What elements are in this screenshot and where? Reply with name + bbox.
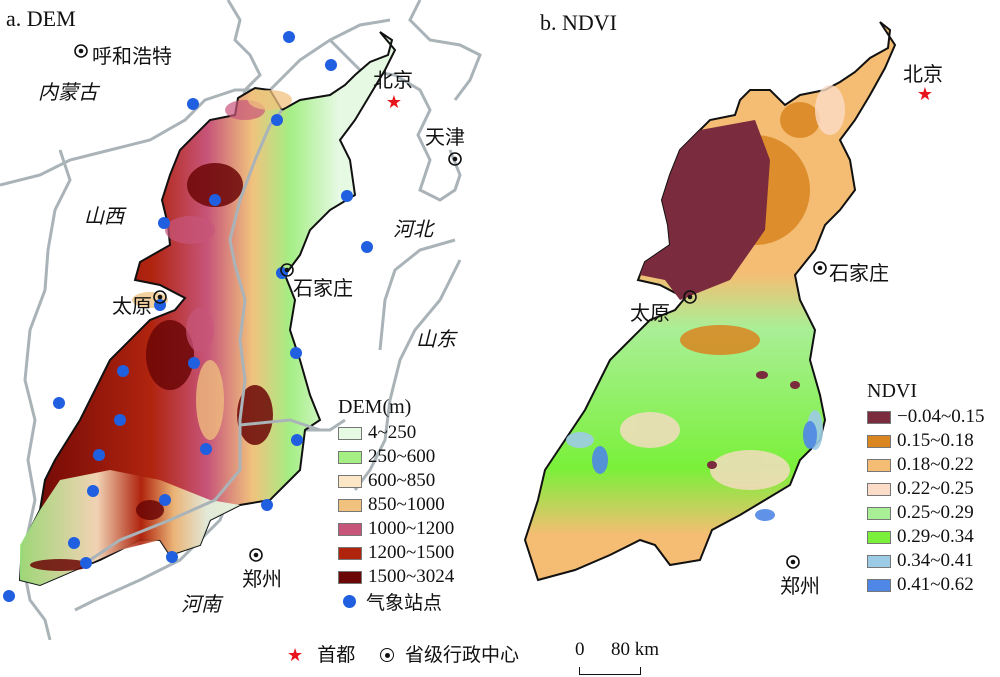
ndvi-legend-item: 0.15~0.18 [867, 429, 985, 453]
capital-legend-item: ★ 首都 [287, 644, 356, 666]
label-shijiazhuang: 石家庄 [829, 261, 889, 285]
capital-star-icon: ★ [386, 92, 402, 112]
map-symbol-legend: ★ 首都 省级行政中心 [0, 636, 1000, 677]
dem-map-panel: ★ a. DEM 呼和浩特 内蒙古 北京 天津 山西 河北 石家庄 太原 山东 … [0, 0, 500, 640]
label-shijiazhuang: 石家庄 [293, 276, 353, 300]
label-zhengzhou: 郑州 [780, 574, 820, 598]
capital-star-icon: ★ [287, 645, 304, 666]
dem-legend: DEM(m) 4~250 250~600 600~850 850~1000 10… [338, 396, 454, 614]
dem-legend-title: DEM(m) [338, 396, 412, 418]
ndvi-map: ★ [523, 21, 933, 582]
provincial-capital-legend-item: 省级行政中心 [380, 640, 519, 667]
province-boundaries [0, 0, 482, 640]
ndvi-legend-item: 0.18~0.22 [867, 453, 985, 477]
legend-swatch [867, 578, 891, 592]
ndvi-legend-item: 0.29~0.34 [867, 525, 985, 549]
ndvi-legend-item: 0.22~0.25 [867, 477, 985, 501]
panel-b-title: b. NDVI [540, 10, 617, 35]
label-hebei: 河北 [393, 217, 433, 241]
dem-legend-item: 250~600 [338, 445, 454, 469]
scale-bar-line [579, 667, 641, 675]
ndvi-legend-title: NDVI [867, 380, 917, 402]
provincial-capital-markers [683, 261, 827, 569]
legend-swatch [338, 426, 362, 440]
ndvi-legend-item: −0.04~0.15 [867, 405, 985, 429]
dem-legend-item: 4~250 [338, 421, 454, 445]
legend-swatch [338, 474, 362, 488]
legend-swatch [338, 546, 362, 560]
legend-swatch [867, 458, 891, 472]
label-shanxi: 山西 [84, 204, 124, 228]
capital-star-icon: ★ [917, 84, 933, 104]
legend-swatch [867, 554, 891, 568]
legend-swatch [867, 482, 891, 496]
label-shandong: 山东 [416, 327, 456, 351]
ndvi-map-panel: ★ b. NDVI 北京 石家庄 太原 郑州 NDVI −0.04~0.15 0… [500, 0, 1000, 640]
provincial-capital-markers [74, 44, 462, 562]
taihang-region-ndvi [523, 21, 897, 582]
dem-legend-item: 1200~1500 [338, 541, 454, 565]
legend-swatch [867, 530, 891, 544]
label-beijing: 北京 [903, 62, 943, 86]
legend-swatch [338, 450, 362, 464]
high-elevation-ridges [30, 163, 273, 571]
dem-legend-item: 600~850 [338, 469, 454, 493]
label-hohhot: 呼和浩特 [92, 44, 172, 68]
legend-swatch [867, 410, 891, 424]
ndvi-legend-item: 0.25~0.29 [867, 501, 985, 525]
legend-swatch [338, 570, 362, 584]
ndvi-legend: NDVI −0.04~0.15 0.15~0.18 0.18~0.22 0.22… [867, 380, 985, 597]
dem-legend-item: 1000~1200 [338, 517, 454, 541]
label-inner-mongolia: 内蒙古 [38, 80, 98, 104]
dem-map: ★ [0, 0, 482, 640]
panel-a-title: a. DEM [6, 6, 76, 31]
legend-swatch [867, 434, 891, 448]
weather-station-icon [343, 594, 356, 608]
scale-bar: 0 80 km [575, 639, 695, 675]
label-taiyuan: 太原 [112, 294, 152, 318]
station-legend-item: 气象站点 [338, 589, 454, 614]
weather-stations [3, 31, 373, 602]
label-henan: 河南 [181, 592, 221, 616]
label-taiyuan: 太原 [630, 301, 670, 325]
legend-swatch [338, 522, 362, 536]
label-zhengzhou: 郑州 [242, 567, 282, 591]
dem-legend-item: 850~1000 [338, 493, 454, 517]
legend-swatch [338, 498, 362, 512]
label-tianjin: 天津 [425, 125, 465, 149]
label-beijing: 北京 [373, 68, 413, 92]
provincial-capital-icon [380, 648, 394, 662]
ndvi-legend-item: 0.34~0.41 [867, 549, 985, 573]
legend-swatch [867, 506, 891, 520]
ndvi-legend-item: 0.41~0.62 [867, 573, 985, 597]
dem-legend-item: 1500~3024 [338, 565, 454, 589]
